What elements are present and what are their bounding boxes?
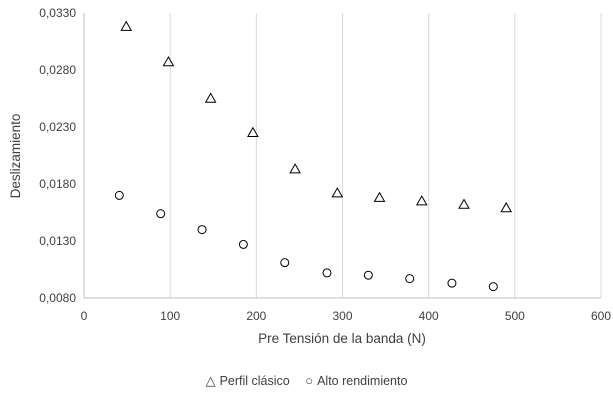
triangle-point bbox=[415, 195, 428, 206]
circle-point bbox=[447, 278, 457, 288]
y-tick-label: 0,0330 bbox=[39, 6, 76, 20]
circle-point bbox=[197, 225, 207, 235]
legend-label-perfil-clasico: Perfil clásico bbox=[219, 374, 290, 388]
y-tick-label: 0,0280 bbox=[39, 63, 76, 77]
triangle-marker-icon: △ bbox=[205, 373, 216, 388]
legend: △ Perfil clásico ○ Alto rendimiento bbox=[0, 373, 613, 389]
y-tick-label: 0,0080 bbox=[39, 291, 76, 305]
data-points bbox=[114, 20, 513, 292]
circle-point bbox=[363, 270, 373, 280]
legend-label-alto-rendimiento: Alto rendimiento bbox=[317, 374, 408, 388]
y-tick-label: 0,0230 bbox=[39, 120, 76, 134]
triangle-point bbox=[373, 191, 386, 202]
axes bbox=[83, 13, 601, 299]
x-tick-label: 0 bbox=[81, 309, 88, 323]
x-axis-title: Pre Tensión de la banda (N) bbox=[258, 331, 426, 346]
y-tick-labels: 0,0080 0,0130 0,0180 0,0230 0,0280 0,0330 bbox=[39, 6, 76, 305]
circle-point bbox=[280, 258, 290, 268]
triangle-point bbox=[162, 56, 175, 67]
circle-point bbox=[405, 274, 415, 284]
triangle-point bbox=[458, 198, 470, 209]
x-tick-label: 500 bbox=[505, 309, 525, 323]
triangle-point bbox=[204, 92, 217, 103]
x-tick-labels: 0 100 200 300 400 500 600 bbox=[81, 309, 612, 323]
triangle-point bbox=[247, 126, 259, 137]
triangle-point bbox=[500, 201, 513, 213]
circle-point bbox=[238, 239, 248, 249]
legend-item-alto-rendimiento: ○ Alto rendimiento bbox=[305, 373, 407, 388]
legend-item-perfil-clasico: △ Perfil clásico bbox=[206, 373, 290, 389]
x-tick-label: 200 bbox=[246, 309, 266, 323]
y-tick-label: 0,0180 bbox=[39, 177, 76, 191]
x-tick-label: 400 bbox=[419, 309, 439, 323]
x-tick-label: 300 bbox=[332, 309, 352, 323]
y-tick-label: 0,0130 bbox=[39, 234, 76, 248]
triangle-point bbox=[289, 163, 301, 174]
gridlines bbox=[169, 13, 602, 298]
triangle-point bbox=[331, 187, 344, 198]
x-tick-label: 100 bbox=[160, 309, 180, 323]
circle-marker-icon: ○ bbox=[305, 373, 314, 388]
circle-point bbox=[114, 190, 124, 200]
y-axis-title: Deslizamiento bbox=[8, 114, 23, 199]
circle-point bbox=[156, 209, 166, 219]
circle-point bbox=[322, 268, 332, 278]
triangle-point bbox=[120, 20, 133, 31]
x-tick-label: 600 bbox=[591, 309, 611, 323]
circle-point bbox=[488, 282, 498, 292]
